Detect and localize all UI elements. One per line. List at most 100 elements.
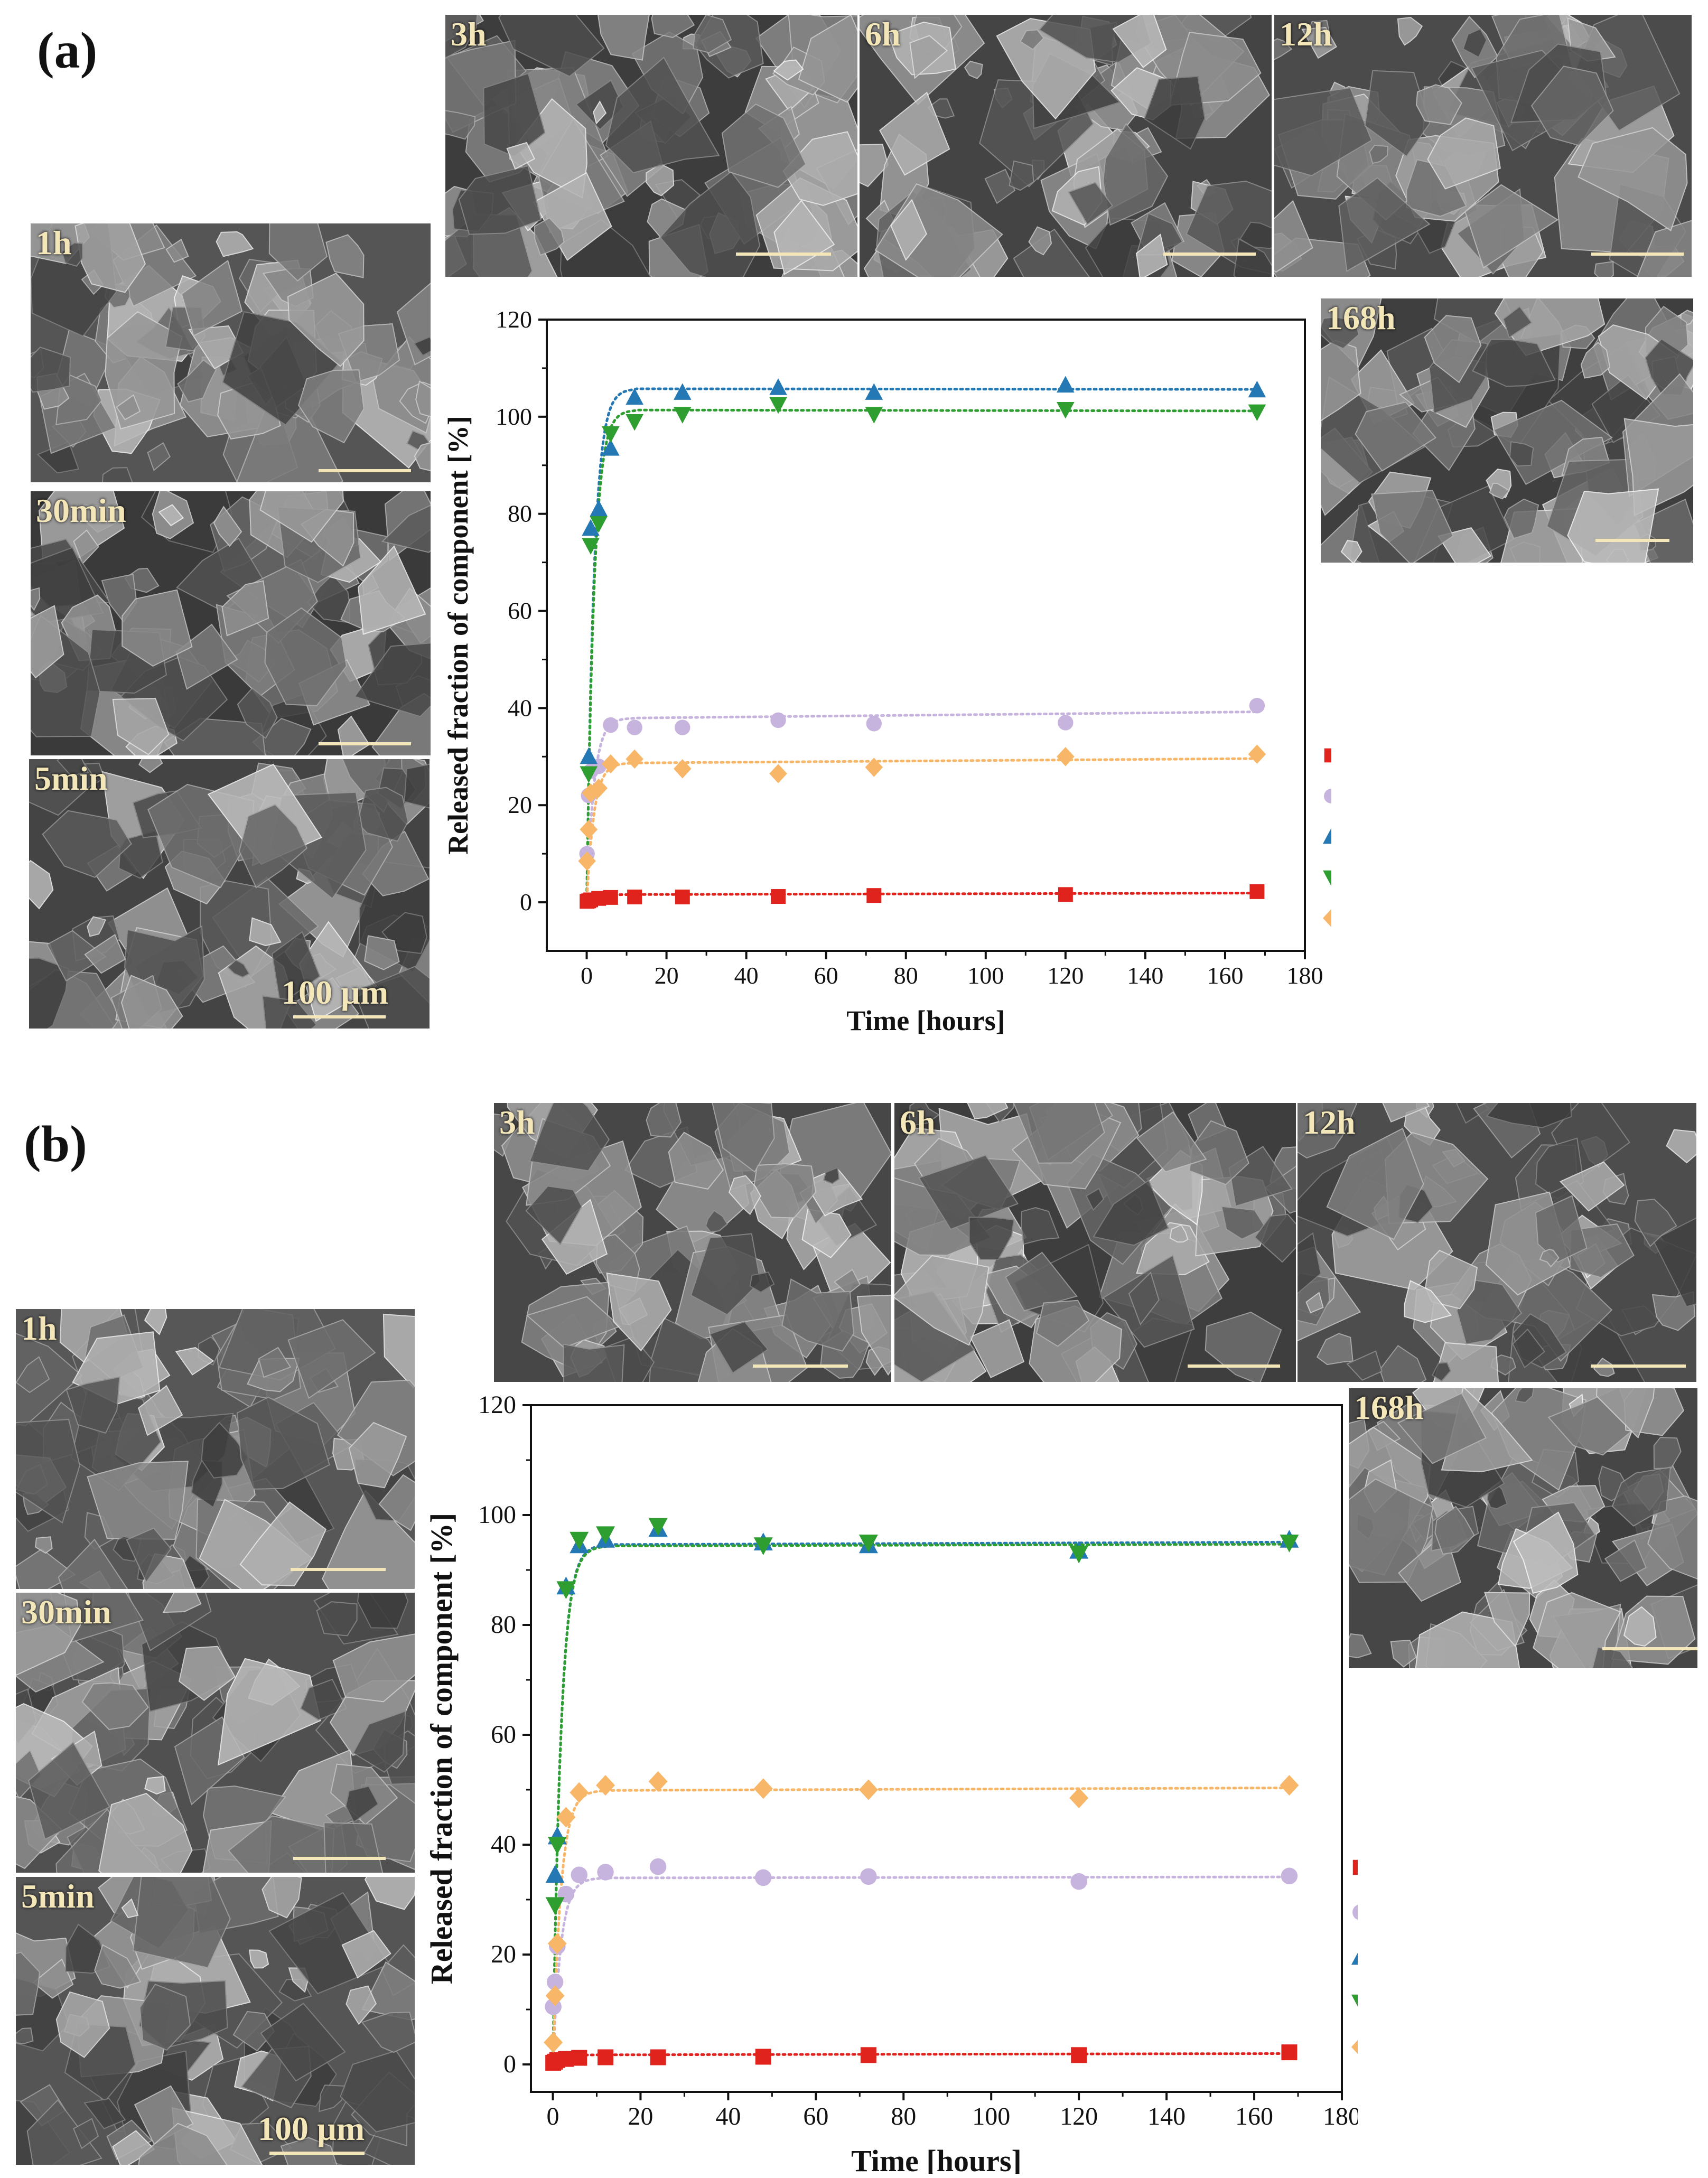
- legend-marker-SiO2: [1352, 1859, 1358, 1875]
- data-point-MgO: [556, 1581, 576, 1600]
- sem-time-label: 5min: [34, 760, 108, 797]
- scale-bar: [1602, 1647, 1697, 1650]
- scale-bar: [1188, 1364, 1280, 1368]
- sem-texture: [1274, 15, 1692, 277]
- data-point-MgO: [547, 1837, 567, 1855]
- legend-marker-MgO: [1351, 1994, 1358, 2007]
- sem-time-label: 5min: [21, 1877, 95, 1915]
- y-tick-label: 20: [491, 1940, 516, 1968]
- x-tick-label: 80: [894, 962, 918, 989]
- data-point-SO3: [648, 1771, 668, 1792]
- data-point-SO3: [570, 1782, 589, 1803]
- x-tick-label: 0: [546, 2102, 559, 2130]
- data-point-SiO2: [598, 2049, 614, 2065]
- data-point-SiO2: [1249, 884, 1265, 899]
- x-tick-label: 40: [734, 962, 759, 989]
- fit-curve-P2O5: [585, 711, 1258, 904]
- data-point-SO3: [1248, 744, 1266, 764]
- sem-time-label: 168h: [1326, 299, 1396, 336]
- data-point-SO3: [1057, 747, 1075, 766]
- data-point-P2O5: [571, 1866, 588, 1883]
- legend-marker-K2O: [1323, 828, 1331, 844]
- sem-image-b-1h: 1h: [16, 1309, 415, 1589]
- chart-b: 0 20 40 60 80 100 120 140 160 180 0 20 40 60 80 100 120 T…: [424, 1391, 1358, 2174]
- y-tick-label: 60: [508, 597, 532, 624]
- data-point-MgO: [596, 1526, 615, 1545]
- data-point-SiO2: [627, 889, 642, 904]
- panel-a-label: (a): [37, 22, 98, 79]
- sem-image-b-168h: 168h: [1349, 1388, 1697, 1668]
- data-point-MgO: [570, 1531, 589, 1550]
- scale-bar: [1595, 539, 1669, 542]
- scale-bar: [1163, 253, 1256, 256]
- data-point-SO3: [753, 1778, 773, 1799]
- data-point-K2O: [590, 500, 608, 517]
- data-point-SO3: [626, 749, 643, 769]
- sem-image-b-5min: 5min 100 µm: [16, 1877, 415, 2165]
- scale-bar: [291, 1568, 386, 1571]
- data-point-P2O5: [770, 712, 786, 728]
- plot-frame: [530, 1404, 1343, 2093]
- data-point-P2O5: [597, 1864, 614, 1881]
- data-point-K2O: [545, 1865, 565, 1883]
- x-tick-label: 0: [581, 962, 593, 989]
- data-point-SiO2: [603, 890, 618, 905]
- sem-image-a-168h: 168h: [1321, 298, 1693, 563]
- sem-image-a-30min: 30min: [31, 491, 431, 755]
- sem-time-label: 168h: [1354, 1389, 1424, 1426]
- sem-image-b-6h: 6h: [894, 1103, 1296, 1382]
- data-point-MgO: [580, 766, 598, 783]
- data-point-SiO2: [675, 889, 690, 904]
- data-point-MgO: [858, 1535, 878, 1553]
- x-tick-label: 60: [814, 962, 838, 989]
- sem-texture: [1349, 1388, 1697, 1668]
- sem-time-label: 3h: [451, 15, 487, 53]
- x-tick-label: 20: [628, 2102, 653, 2130]
- data-point-P2O5: [860, 1868, 877, 1885]
- scale-bar: [736, 253, 831, 256]
- data-point-K2O: [626, 388, 643, 405]
- scale-bar: [319, 469, 411, 472]
- x-tick-label: 100: [972, 2102, 1010, 2130]
- x-tick-label: 60: [803, 2102, 828, 2130]
- y-tick-label: 100: [478, 1501, 516, 1529]
- data-point-SO3: [545, 1985, 565, 2006]
- data-point-P2O5: [649, 1858, 667, 1875]
- x-tick-label: 180: [1287, 962, 1323, 989]
- data-point-SiO2: [1281, 2044, 1298, 2061]
- sem-texture: [16, 1877, 415, 2165]
- data-point-P2O5: [755, 1869, 772, 1886]
- data-point-P2O5: [866, 716, 882, 732]
- panel-b-label: (b): [24, 1116, 87, 1173]
- y-tick-label: 20: [508, 791, 532, 818]
- x-tick-label: 180: [1323, 2102, 1358, 2130]
- data-point-P2O5: [675, 719, 690, 735]
- x-tick-label: 120: [1060, 2102, 1098, 2130]
- sem-image-b-30min: 30min: [16, 1593, 415, 1873]
- fit-curve-SO3: [552, 1787, 1291, 2066]
- sem-time-label: 6h: [900, 1104, 936, 1141]
- data-point-SiO2: [866, 888, 882, 903]
- data-point-MgO: [1280, 1535, 1299, 1553]
- legend-marker-SO3: [1323, 909, 1331, 928]
- x-tick-label: 120: [1047, 962, 1084, 989]
- y-tick-label: 0: [520, 889, 532, 915]
- x-tick-label: 20: [655, 962, 679, 989]
- data-point-P2O5: [1058, 715, 1074, 731]
- sem-texture: [16, 1309, 415, 1589]
- data-point-P2O5: [1070, 1873, 1087, 1890]
- data-point-MgO: [602, 426, 620, 443]
- data-point-K2O: [582, 519, 600, 536]
- sem-time-label: 6h: [865, 15, 901, 53]
- fit-curve-P2O5: [552, 1875, 1291, 2066]
- data-point-SO3: [673, 759, 692, 779]
- data-point-P2O5: [1249, 698, 1265, 714]
- data-point-K2O: [673, 383, 692, 400]
- data-point-SiO2: [755, 2049, 771, 2065]
- x-tick-label: 160: [1207, 962, 1243, 989]
- data-point-SiO2: [571, 2050, 587, 2066]
- sem-texture: [29, 759, 430, 1029]
- sem-image-a-12h: 12h: [1274, 15, 1692, 277]
- data-point-K2O: [602, 439, 620, 456]
- scale-bar: [269, 2152, 365, 2155]
